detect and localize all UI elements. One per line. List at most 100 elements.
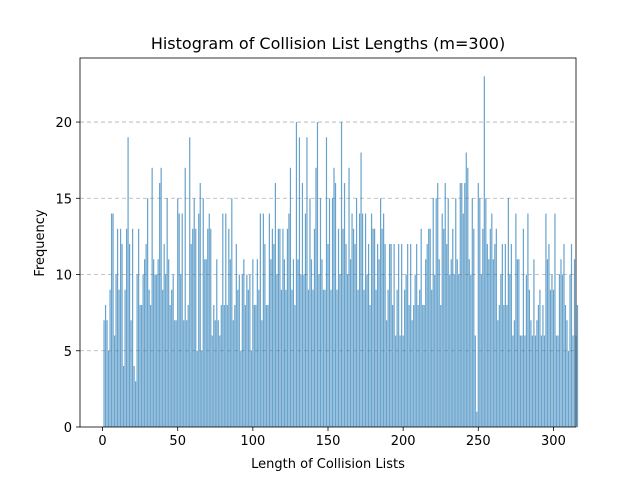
bar: [258, 289, 260, 427]
bar: [537, 305, 540, 427]
bar: [480, 274, 482, 427]
bar: [325, 137, 328, 428]
y-axis-ticks: 0 5 10 15 20: [55, 116, 80, 436]
bar: [103, 320, 105, 427]
x-axis-ticks: 0 50 100 150 200 250 300: [98, 427, 566, 449]
bar: [322, 289, 325, 427]
bar: [449, 274, 451, 427]
bar: [407, 244, 409, 427]
bar: [178, 213, 180, 427]
bar: [165, 274, 167, 427]
bar: [339, 274, 341, 427]
bar: [432, 198, 434, 427]
bar: [297, 259, 299, 427]
bar: [545, 213, 547, 427]
bar: [277, 228, 280, 427]
bar: [199, 183, 201, 427]
bar: [268, 213, 270, 427]
bar: [139, 305, 141, 427]
bar: [401, 244, 403, 427]
bar: [337, 228, 340, 427]
bar: [127, 137, 129, 428]
x-tick-label: 0: [98, 434, 106, 449]
bar: [542, 305, 544, 427]
bar: [512, 335, 514, 427]
bar: [507, 198, 509, 427]
bar: [262, 213, 264, 427]
bar: [346, 274, 349, 427]
bar: [570, 244, 573, 427]
bar: [380, 198, 382, 427]
bar: [482, 228, 484, 427]
bar: [392, 305, 394, 427]
bar: [563, 244, 565, 427]
bar: [133, 366, 135, 427]
bar: [566, 320, 568, 427]
bar: [367, 244, 370, 427]
bar: [328, 198, 331, 427]
bar: [235, 244, 237, 427]
bar: [216, 259, 218, 427]
bar: [318, 274, 320, 427]
bar: [333, 167, 335, 427]
bar: [107, 350, 110, 427]
bar: [280, 289, 283, 427]
bar: [115, 274, 117, 427]
bar: [304, 213, 307, 427]
bar: [122, 366, 125, 427]
bar: [162, 289, 164, 427]
bar: [250, 350, 252, 427]
bar: [518, 259, 520, 427]
bar: [452, 228, 454, 427]
bar: [413, 305, 415, 427]
bar: [125, 228, 128, 427]
bar: [327, 244, 329, 427]
bar: [375, 289, 377, 427]
bar: [411, 320, 413, 427]
bar: [351, 213, 353, 427]
bar: [147, 198, 149, 427]
y-axis-label: Frequency: [33, 209, 48, 276]
bar: [222, 213, 224, 427]
bar: [386, 320, 388, 427]
bar: [428, 228, 430, 427]
bar: [153, 259, 155, 427]
bar: [264, 244, 266, 427]
bar: [160, 167, 162, 427]
bar: [154, 274, 156, 427]
bar: [479, 198, 481, 427]
bar: [564, 305, 567, 427]
y-tick-label: 0: [64, 421, 72, 436]
bar: [494, 244, 496, 427]
bar: [156, 274, 158, 427]
bar: [138, 228, 140, 427]
bar: [244, 305, 246, 427]
bar: [223, 305, 225, 427]
bar: [393, 244, 395, 427]
bar: [376, 244, 379, 427]
bar: [186, 320, 188, 427]
bar: [145, 244, 147, 427]
bar: [307, 289, 310, 427]
bar: [524, 335, 526, 427]
bar: [446, 244, 448, 427]
bar: [378, 259, 380, 427]
bar: [576, 305, 579, 427]
bar: [132, 228, 134, 427]
bar: [416, 244, 418, 427]
bar: [265, 305, 267, 427]
bar: [321, 259, 323, 427]
bar: [410, 244, 412, 427]
bar: [295, 122, 298, 427]
bar: [109, 289, 111, 427]
bar: [301, 183, 304, 427]
x-tick-label: 200: [391, 434, 416, 449]
bar: [253, 305, 255, 427]
bar: [440, 305, 442, 427]
bar: [119, 228, 122, 427]
bar: [285, 289, 287, 427]
bar: [342, 228, 344, 427]
bar: [357, 289, 359, 427]
y-tick-label: 10: [55, 269, 72, 284]
bar: [159, 183, 161, 427]
